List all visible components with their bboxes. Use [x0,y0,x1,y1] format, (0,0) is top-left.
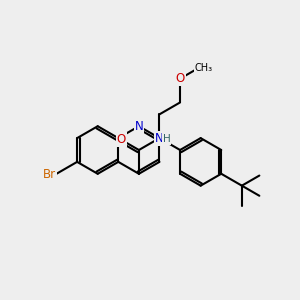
Text: N: N [134,120,143,133]
Text: O: O [117,134,126,146]
Text: N: N [155,132,164,145]
Text: O: O [176,72,185,85]
Text: Br: Br [43,169,56,182]
Text: H: H [163,134,170,144]
Text: CH₃: CH₃ [194,63,213,73]
